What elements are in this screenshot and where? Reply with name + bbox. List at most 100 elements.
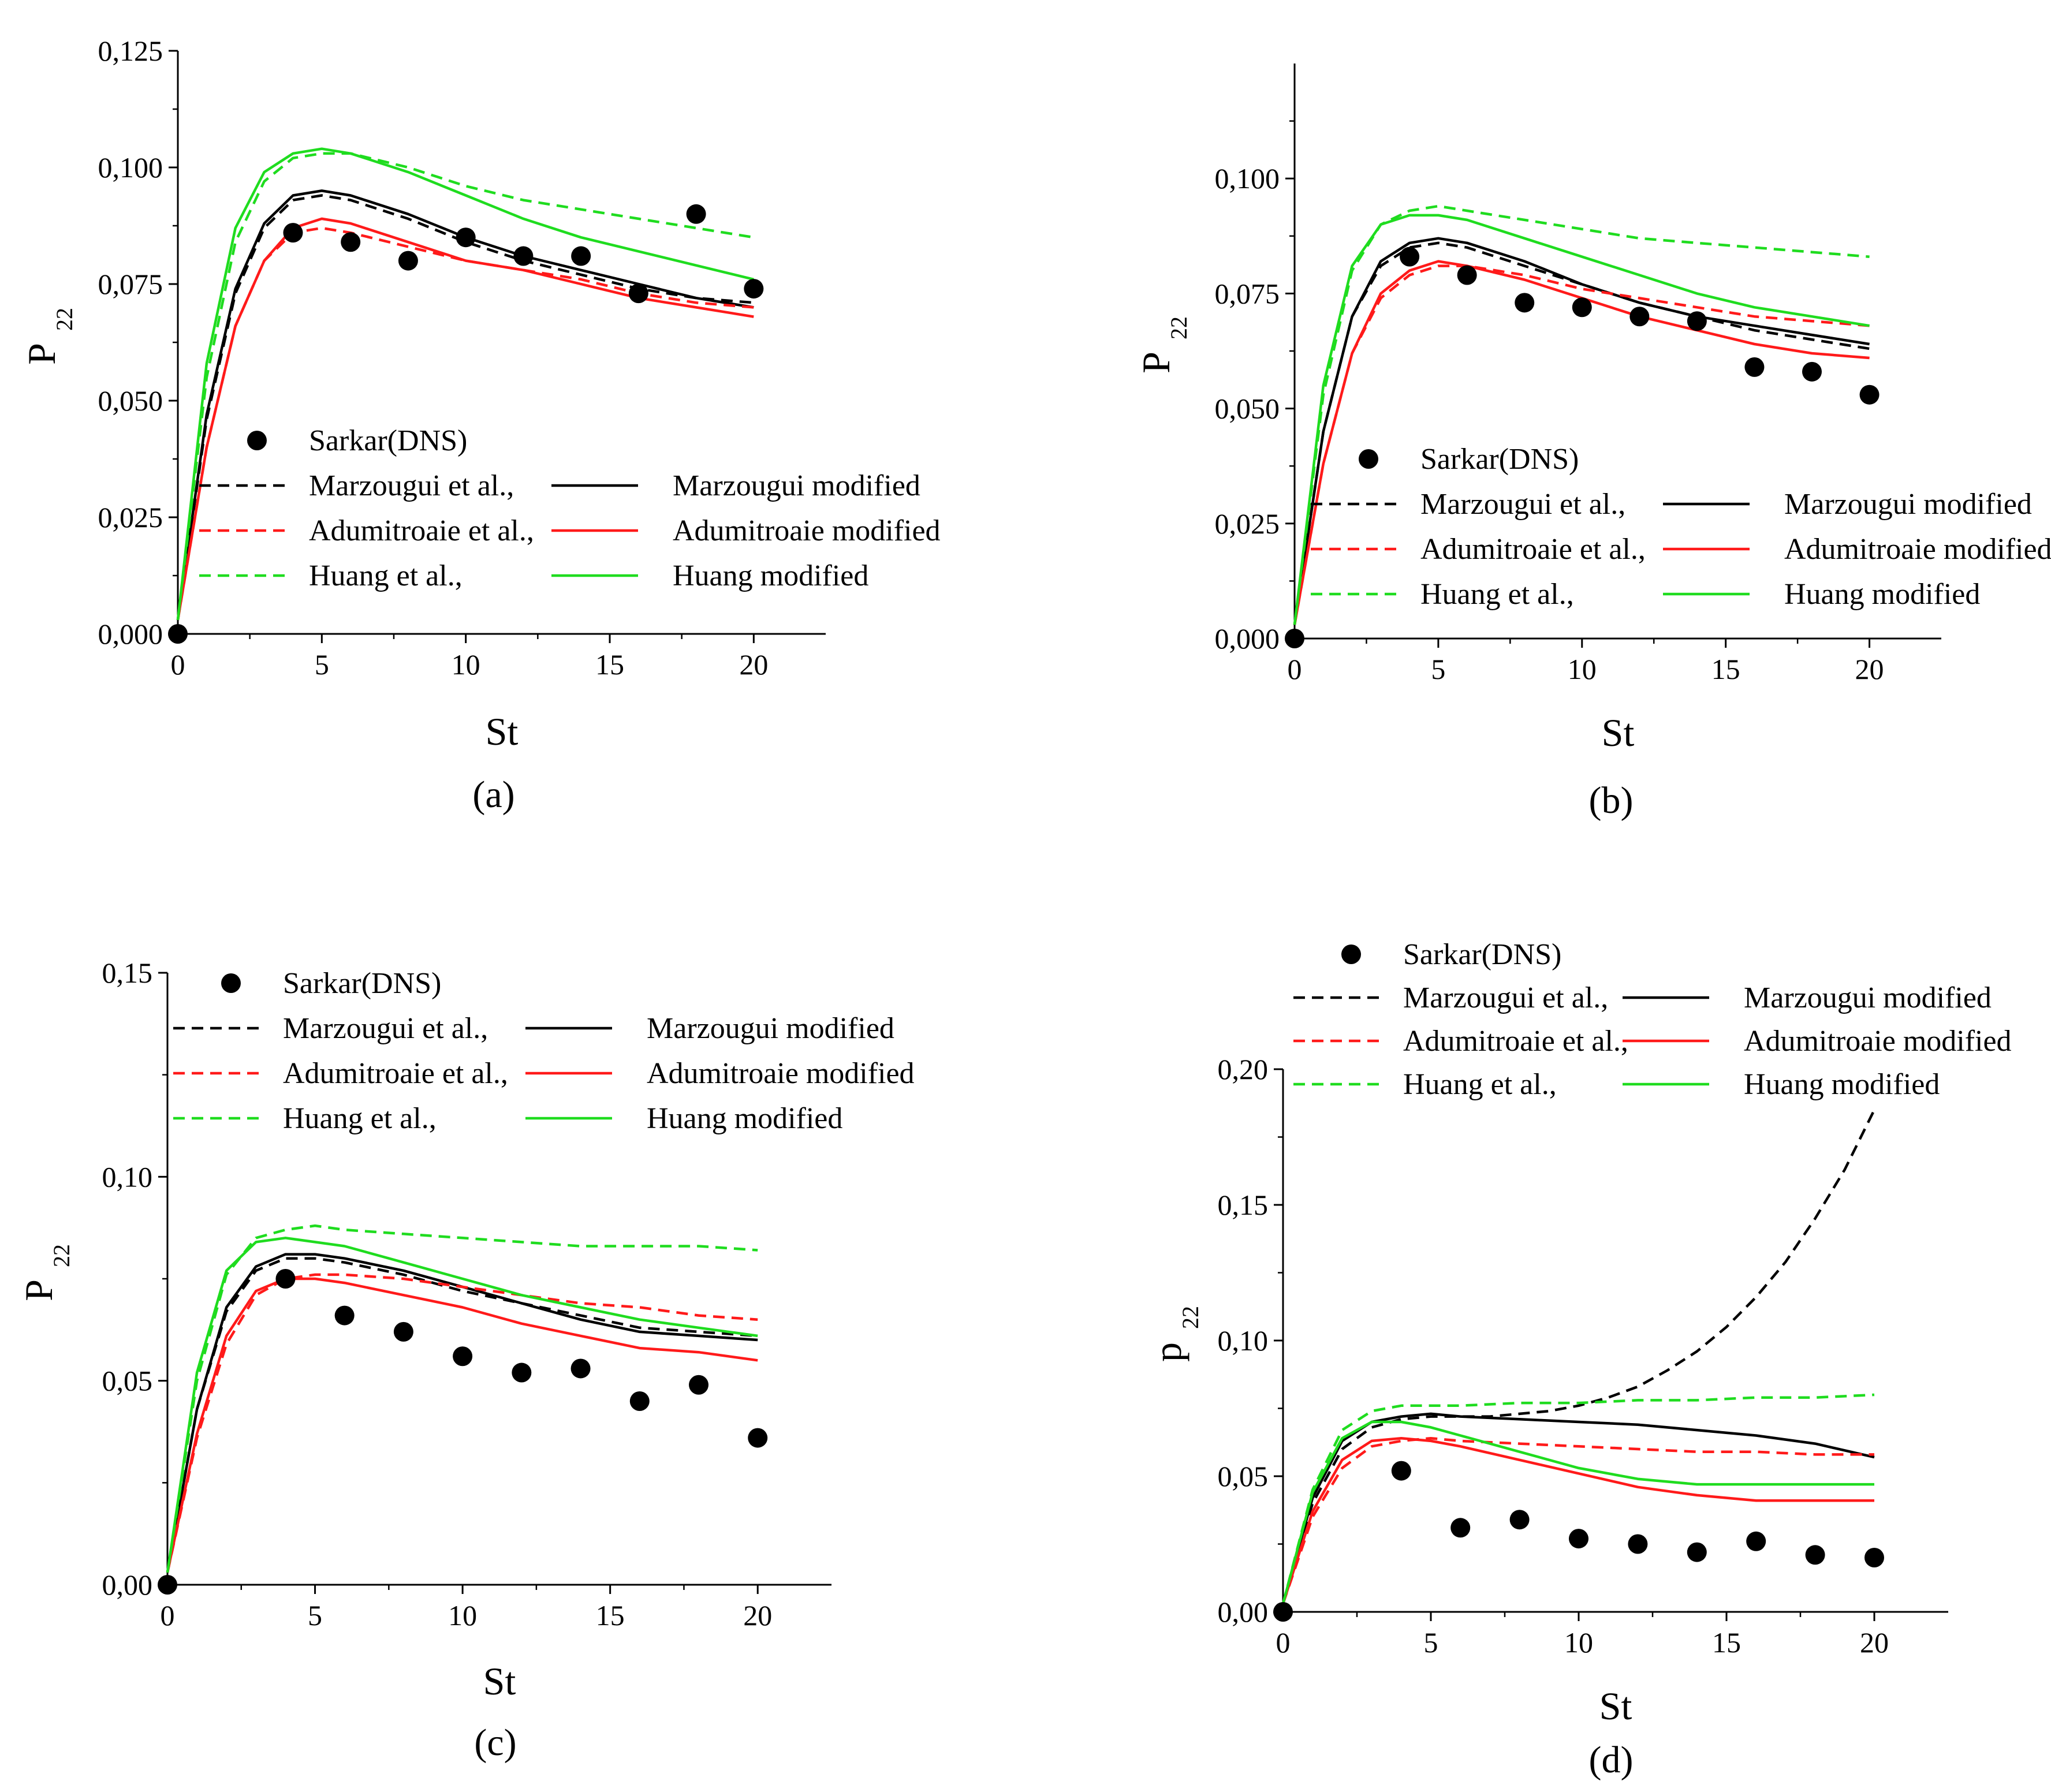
x-axis-label: St <box>1602 711 1635 755</box>
y-axis-label-main: P <box>20 343 64 365</box>
x-tick-label: 10 <box>452 648 480 681</box>
y-axis-label: P 22 <box>1134 316 1192 374</box>
series-line-huang-dashed <box>1293 204 1870 625</box>
dns-point <box>570 1358 591 1379</box>
x-tick-label: 5 <box>1424 1626 1438 1659</box>
y-tick-label: 0,025 <box>1215 507 1280 540</box>
x-tick-label: 10 <box>1568 653 1597 685</box>
dns-point <box>1802 361 1822 382</box>
series-line-adum-solid <box>1281 1436 1874 1604</box>
dns-point <box>1450 1518 1471 1538</box>
series-line-huang-dashed <box>166 1224 758 1573</box>
y-tick-label: 0,20 <box>1218 1053 1269 1085</box>
y-axis-label-main: p <box>1146 1342 1189 1362</box>
y-tick-label: 0,05 <box>1218 1460 1269 1492</box>
legend-huang-orig-label: Huang et al., <box>1420 578 1574 611</box>
y-axis-label-main: P <box>17 1279 61 1301</box>
dns-point <box>453 1346 473 1367</box>
dns-point <box>1746 1531 1766 1551</box>
x-tick-label: 15 <box>595 648 624 681</box>
y-tick-label: 0,125 <box>98 35 163 67</box>
legend-huang-mod-label: Huang modified <box>1744 1068 1940 1101</box>
y-tick-label: 0,050 <box>1215 393 1280 425</box>
y-tick-label: 0,000 <box>98 618 163 650</box>
series-line-marz-solid <box>1281 1412 1875 1604</box>
dns-point <box>1687 1542 1707 1562</box>
y-axis-label-sub: 22 <box>1166 316 1192 339</box>
legend-adum-mod-label: Adumitroaie modified <box>1744 1025 2012 1058</box>
series-line-marz-solid <box>166 1253 758 1573</box>
series-line-huang-solid <box>1293 214 1870 625</box>
dns-point <box>275 1269 296 1289</box>
dns-point <box>1285 629 1304 648</box>
chart-a: 0 5 10 15 20 0,000 0,025 0,050 0,075 0,100 0,125 St… <box>20 35 941 816</box>
series-line-adum-solid <box>176 217 754 621</box>
legend-marz-orig-label: Marzougui et al., <box>1420 488 1625 521</box>
legend-huang-orig-label: Huang et al., <box>309 559 463 592</box>
y-axis-label: p 22 <box>1146 1306 1203 1362</box>
dns-point <box>628 283 648 304</box>
dns-point <box>1744 357 1765 377</box>
x-tick-label: 20 <box>743 1599 772 1632</box>
dns-point <box>1457 265 1477 285</box>
legend: Sarkar(DNS) Marzougui et al., Marzougui mo… <box>1311 443 2051 611</box>
y-tick-label: 0,00 <box>102 1569 153 1601</box>
dns-point <box>744 279 764 299</box>
x-tick-label: 10 <box>448 1599 477 1632</box>
x-tick-label: 20 <box>739 648 768 681</box>
dns-point <box>686 204 706 224</box>
x-tick-label: 20 <box>1860 1626 1889 1659</box>
dns-point <box>283 223 303 243</box>
series-line-adum-solid <box>1293 260 1870 625</box>
x-tick-label: 0 <box>171 648 185 681</box>
legend-adum-mod-label: Adumitroaie modified <box>673 514 941 547</box>
legend-dns-label: Sarkar(DNS) <box>283 967 441 1000</box>
dns-point <box>1509 1510 1530 1530</box>
chart-b: 0 5 10 15 20 0,000 0,025 0,050 0,075 0,100 St P 22 (b… <box>1134 64 2051 822</box>
series-line-marz-dashed <box>166 1257 758 1573</box>
dns-point <box>393 1321 413 1342</box>
dns-point <box>1687 311 1707 331</box>
legend-marz-mod-label: Marzougui modified <box>647 1012 894 1045</box>
dns-point <box>629 1391 650 1411</box>
legend-marz-mod-label: Marzougui modified <box>1784 488 2032 521</box>
legend-adum-orig-label: Adumitroaie et al., <box>1420 533 1646 566</box>
x-tick-label: 0 <box>1288 653 1302 685</box>
legend-adum-orig-label: Adumitroaie et al., <box>1403 1025 1628 1058</box>
dns-point <box>1864 1548 1884 1567</box>
legend-marz-orig-label: Marzougui et al., <box>283 1012 488 1045</box>
x-tick-label: 5 <box>308 1599 322 1632</box>
y-tick-label: 0,000 <box>1215 622 1280 655</box>
dns-point <box>512 1362 532 1383</box>
x-axis-label: St <box>483 1659 516 1703</box>
x-tick-label: 15 <box>1712 1626 1741 1659</box>
series-line-huang-solid <box>1281 1420 1874 1604</box>
dns-point <box>341 232 361 252</box>
series-line-marz-dashed <box>176 194 754 621</box>
y-axis-label: P 22 <box>17 1244 74 1301</box>
y-tick-label: 0,00 <box>1218 1596 1269 1628</box>
legend-dns-label: Sarkar(DNS) <box>309 424 467 457</box>
legend-huang-mod-label: Huang modified <box>647 1102 842 1135</box>
legend-marz-mod-label: Marzougui modified <box>1744 981 1992 1014</box>
x-axis-label: St <box>486 710 519 753</box>
x-tick-label: 5 <box>1431 653 1445 685</box>
series-line-marz-solid <box>1293 237 1870 625</box>
series-line-marz-dashed <box>1281 1109 1876 1604</box>
legend: Sarkar(DNS) Marzougui et al., Marzougui mo… <box>1293 938 2012 1101</box>
series-line-adum-dashed <box>176 226 754 621</box>
legend: Sarkar(DNS) Marzougui et al., Marzougui mo… <box>199 424 941 592</box>
legend: Sarkar(DNS) Marzougui et al., Marzougui mo… <box>173 967 915 1135</box>
dns-point <box>1859 384 1880 405</box>
dns-point <box>513 246 534 266</box>
y-axis-label-sub: 22 <box>49 1244 74 1267</box>
series-line-marz-solid <box>176 189 754 621</box>
legend-marz-mod-label: Marzougui modified <box>673 469 920 502</box>
dns-point <box>334 1305 355 1326</box>
legend-adum-mod-label: Adumitroaie modified <box>1784 533 2051 566</box>
x-tick-label: 15 <box>1711 653 1740 685</box>
legend-adum-orig-label: Adumitroaie et al., <box>283 1057 508 1090</box>
y-tick-label: 0,05 <box>102 1365 153 1397</box>
legend-dns-label: Sarkar(DNS) <box>1403 938 1561 971</box>
